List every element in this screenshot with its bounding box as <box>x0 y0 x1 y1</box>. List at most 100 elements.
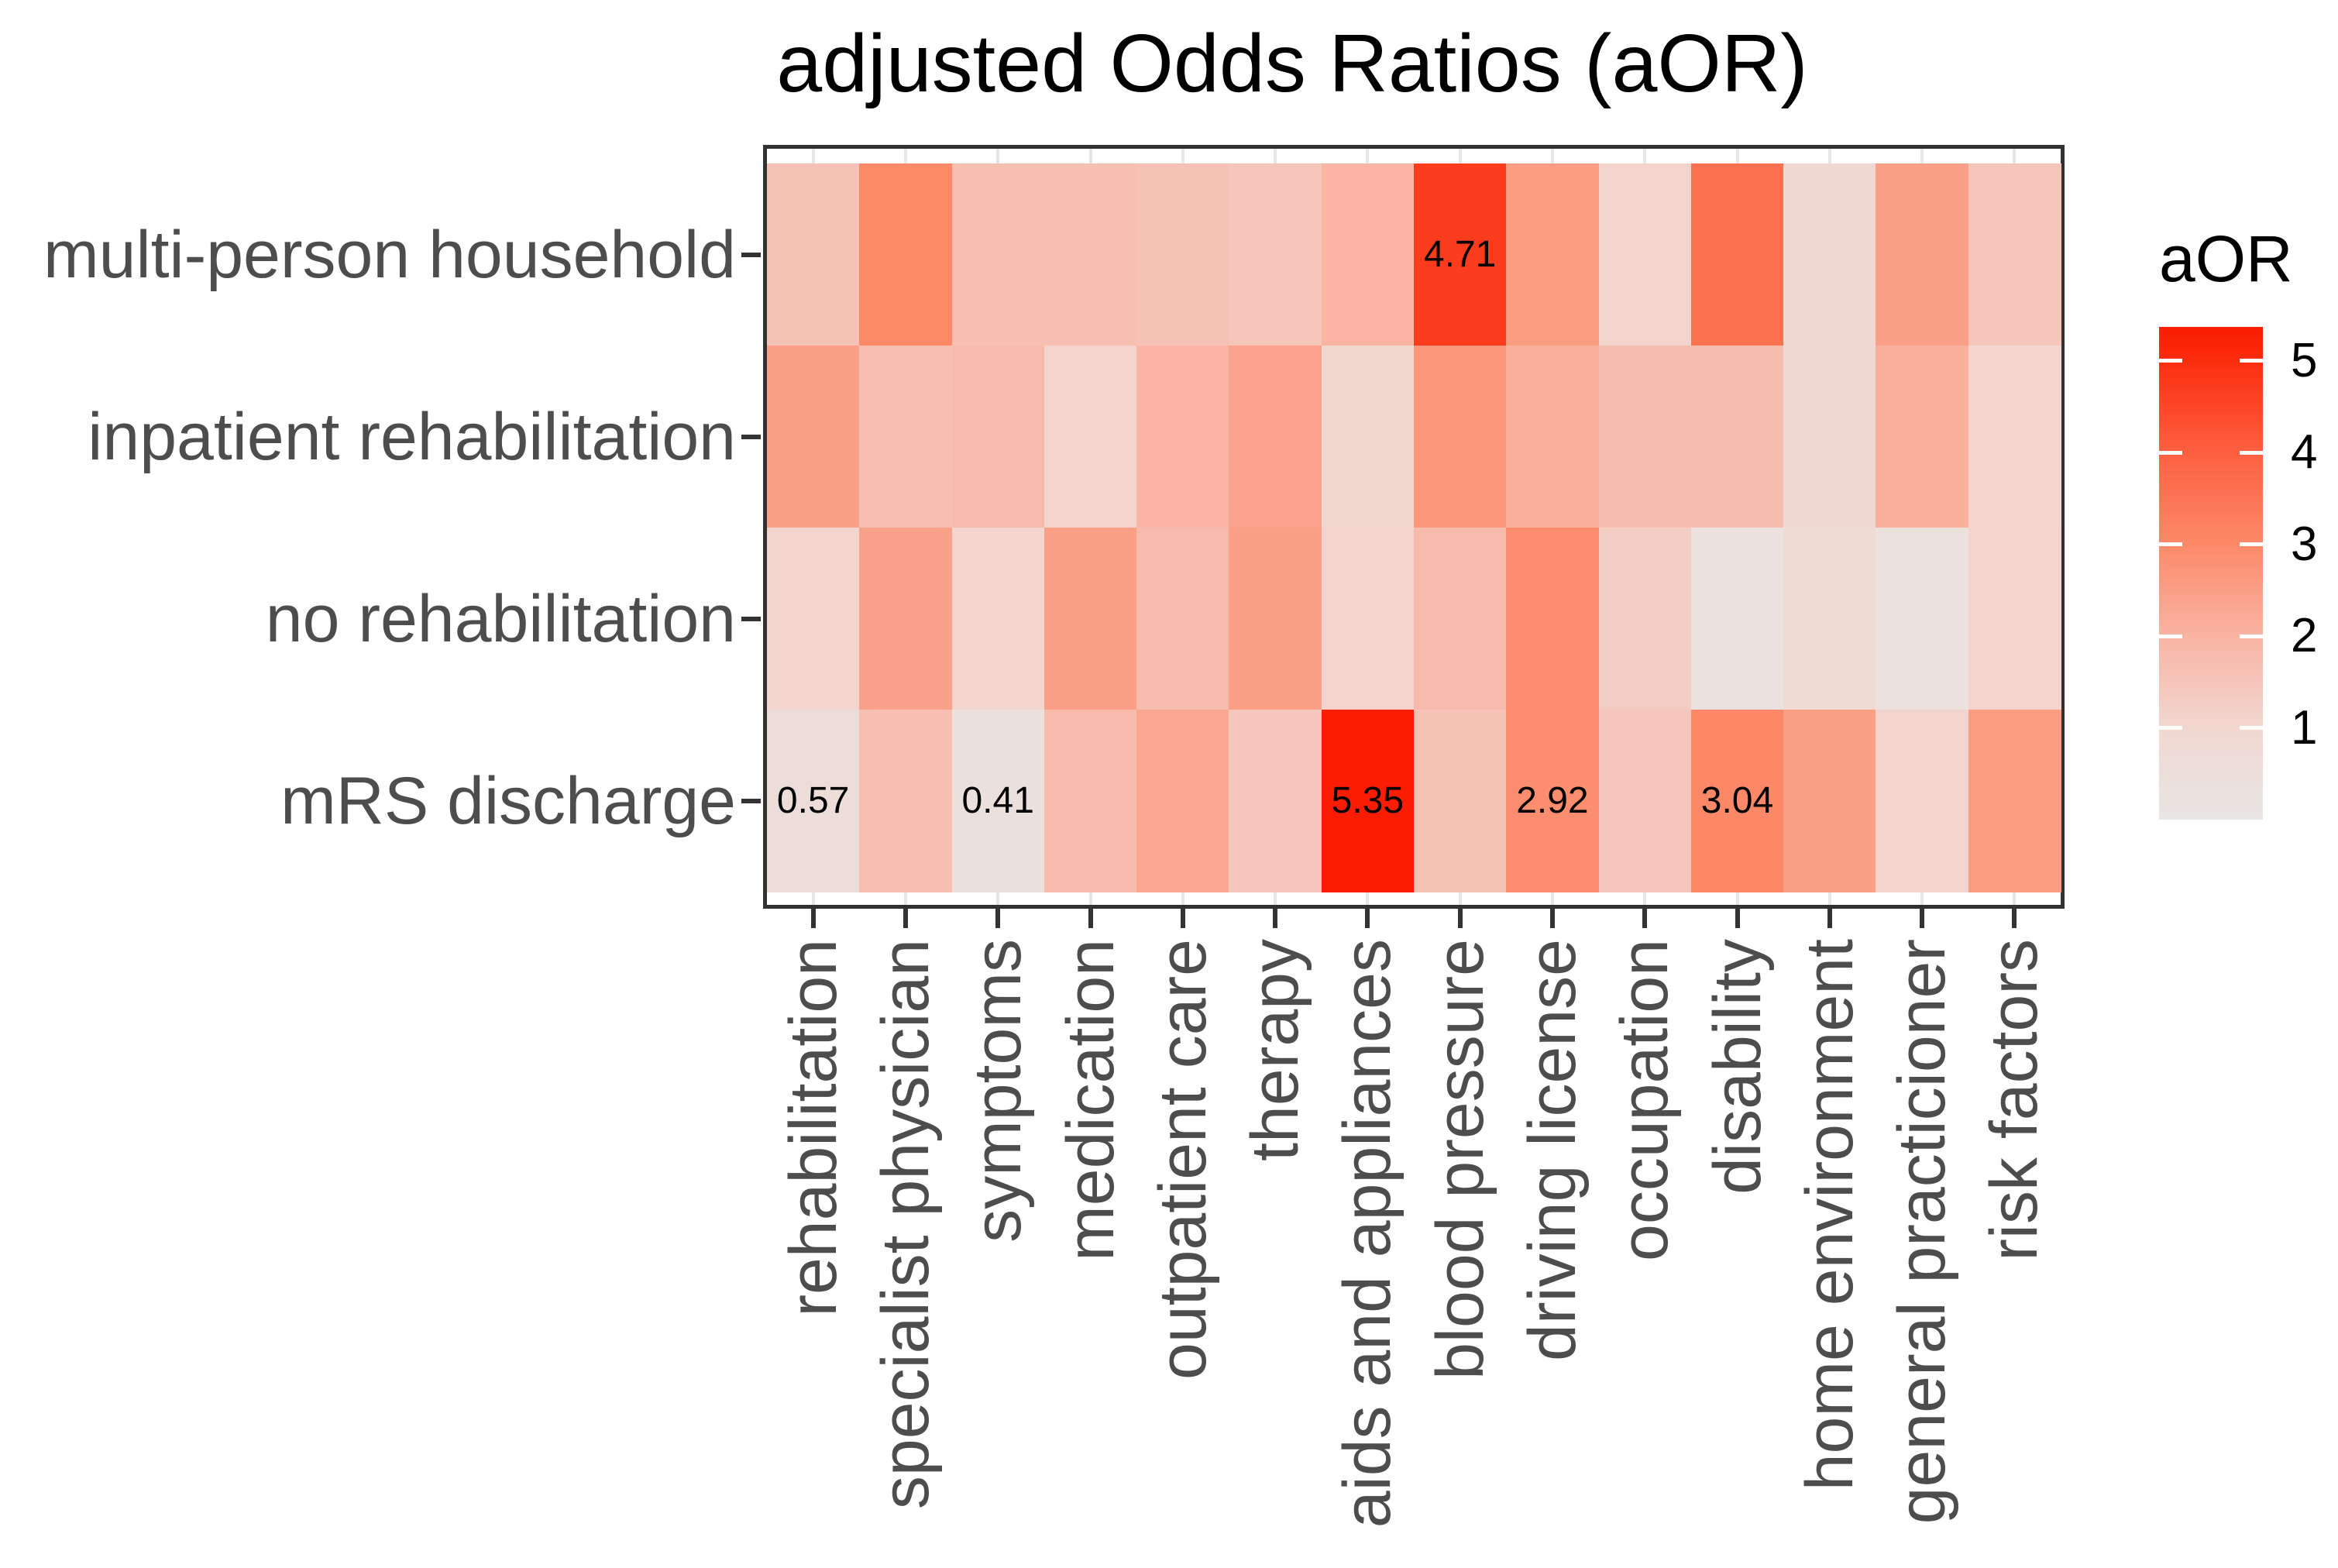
chart-title: adjusted Odds Ratios (aOR) <box>776 18 1808 109</box>
heatmap-cell <box>1690 346 1784 528</box>
heatmap-cell <box>951 528 1045 710</box>
x-axis-tick <box>1273 909 1278 928</box>
heatmap-cell <box>1229 346 1322 528</box>
legend-title: aOR <box>2159 222 2293 295</box>
legend-tick <box>2240 450 2263 455</box>
legend-tick <box>2240 634 2263 638</box>
x-axis-tick <box>995 909 1001 928</box>
heatmap-cell <box>1321 346 1415 528</box>
heatmap-cell <box>859 710 953 892</box>
heatmap-cell <box>951 346 1045 528</box>
gridline <box>1735 149 1739 163</box>
heatmap-cell <box>1876 710 1969 892</box>
legend-tick <box>2159 634 2182 638</box>
heatmap-cell <box>1876 346 1969 528</box>
heatmap-cell <box>1136 528 1230 710</box>
y-axis-label: no rehabilitation <box>265 581 736 656</box>
heatmap-cell <box>859 528 953 710</box>
x-axis-label: specialist physician <box>868 939 943 1510</box>
gridline <box>996 892 1000 905</box>
heatmap-cell <box>1876 528 1969 710</box>
heatmap-cell <box>1506 710 1600 892</box>
x-axis-label: driving license <box>1515 939 1590 1361</box>
cell-value-label: 0.57 <box>776 779 850 821</box>
heatmap-cell <box>1414 163 1508 346</box>
gridline <box>1643 892 1647 905</box>
gridline <box>996 149 1000 163</box>
legend-gradient-bar <box>2159 327 2263 820</box>
heatmap-cell <box>1598 528 1692 710</box>
x-axis-tick <box>1735 909 1740 928</box>
y-axis-label: mRS discharge <box>280 763 736 838</box>
x-axis-tick <box>810 909 816 928</box>
heatmap-cell <box>1506 163 1600 346</box>
heatmap-cell <box>1229 710 1322 892</box>
gridline <box>1088 892 1092 905</box>
cell-value-label: 2.92 <box>1516 779 1589 821</box>
heatmap-cell <box>1598 710 1692 892</box>
heatmap-cell <box>1414 710 1508 892</box>
x-axis-label: general practicioner <box>1885 939 1960 1525</box>
x-axis-tick <box>1642 909 1648 928</box>
x-axis-label: medication <box>1053 939 1128 1261</box>
gridline <box>1366 149 1370 163</box>
heatmap-cell <box>1783 346 1877 528</box>
heatmap-cell <box>951 710 1045 892</box>
gridline <box>1827 149 1831 163</box>
gridline <box>811 892 815 905</box>
heatmap-cell <box>951 163 1045 346</box>
heatmap-cell <box>1968 528 2061 710</box>
heatmap-cell <box>859 163 953 346</box>
x-axis-label: blood pressure <box>1422 939 1497 1380</box>
y-axis-label: multi-person household <box>43 217 736 292</box>
legend-tick <box>2159 359 2182 363</box>
heatmap-cell <box>1598 346 1692 528</box>
heatmap-cell <box>1690 710 1784 892</box>
gridline <box>1550 892 1554 905</box>
x-axis-label: aids and appliances <box>1330 939 1405 1528</box>
gridline <box>1458 149 1462 163</box>
gridline <box>811 149 815 163</box>
heatmap-cell <box>859 346 953 528</box>
gridline <box>1550 149 1554 163</box>
gridline <box>1274 149 1277 163</box>
x-axis-label: occupation <box>1607 939 1683 1261</box>
legend-tick-label: 2 <box>2291 609 2318 663</box>
gridline <box>1735 892 1739 905</box>
cell-value-label: 5.35 <box>1331 779 1405 821</box>
legend-tick-label: 4 <box>2291 425 2318 480</box>
cell-value-label: 4.71 <box>1423 233 1497 275</box>
x-axis-tick <box>1365 909 1370 928</box>
y-axis-tick <box>741 434 761 439</box>
heatmap-cell <box>1783 528 1877 710</box>
heatmap-cell <box>1044 528 1137 710</box>
heatmap-cell <box>1044 346 1137 528</box>
gridline <box>2013 892 2017 905</box>
heatmap-cell <box>1598 163 1692 346</box>
gridline <box>1366 892 1370 905</box>
gridline <box>1274 892 1277 905</box>
x-axis-tick <box>1827 909 1832 928</box>
heatmap-cell <box>1136 163 1230 346</box>
x-axis-tick <box>1549 909 1555 928</box>
heatmap-cell <box>1136 346 1230 528</box>
legend-tick <box>2240 359 2263 363</box>
cell-value-label: 0.41 <box>961 779 1034 821</box>
legend-tick <box>2159 450 2182 455</box>
gridline <box>1181 892 1184 905</box>
x-axis-tick <box>1088 909 1093 928</box>
x-axis-label: outpatient care <box>1145 939 1220 1380</box>
y-axis-label: inpatient rehabilitation <box>88 399 736 474</box>
legend-tick <box>2240 726 2263 731</box>
legend: aOR 1 2 3 4 5 <box>2123 201 2338 837</box>
legend-tick <box>2240 542 2263 547</box>
heatmap-cell <box>1321 528 1415 710</box>
heatmap-cell <box>1229 528 1322 710</box>
x-axis-label: home environment <box>1792 939 1867 1491</box>
gridline <box>1920 892 1924 905</box>
gridline <box>2013 149 2017 163</box>
legend-tick-label: 1 <box>2291 700 2318 755</box>
heatmap-cell <box>1229 163 1322 346</box>
y-axis-tick <box>741 616 761 621</box>
